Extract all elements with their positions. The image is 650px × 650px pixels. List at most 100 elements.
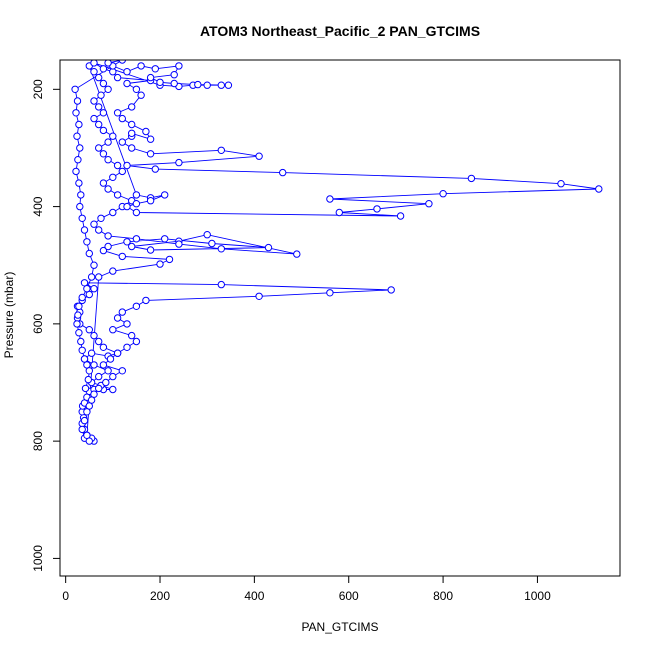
data-point <box>76 144 84 152</box>
data-point <box>87 273 96 281</box>
chart-title: ATOM3 Northeast_Pacific_2 PAN_GTCIMS <box>200 23 480 39</box>
data-point <box>113 109 122 117</box>
data-point <box>104 138 112 146</box>
x-tick-label: 800 <box>433 589 453 603</box>
data-point <box>137 91 145 99</box>
data-point <box>217 280 226 289</box>
data-point <box>203 231 211 239</box>
data-point <box>109 267 117 275</box>
data-point <box>128 144 136 152</box>
data-point <box>75 302 83 310</box>
data-point <box>95 273 103 281</box>
data-point <box>80 226 89 234</box>
data-point <box>85 367 94 375</box>
data-point <box>72 109 80 117</box>
data-point <box>595 185 603 193</box>
data-point <box>109 385 117 394</box>
y-tick-label: 400 <box>31 196 45 216</box>
data-point <box>146 135 155 143</box>
data-point <box>161 235 169 243</box>
data-point <box>123 68 131 76</box>
x-tick-label: 1000 <box>524 589 551 603</box>
data-point <box>467 174 476 183</box>
data-point <box>217 146 226 155</box>
x-tick-label: 400 <box>244 589 264 603</box>
data-point <box>557 180 565 188</box>
data-point <box>425 200 433 208</box>
series-line <box>74 60 599 443</box>
data-point <box>95 103 103 111</box>
data-point <box>85 326 94 334</box>
data-point <box>78 293 86 302</box>
data-point <box>118 114 127 123</box>
y-axis-label: Pressure (mbar) <box>2 272 16 359</box>
data-layer <box>71 60 603 445</box>
data-point <box>87 349 96 357</box>
data-point <box>132 337 141 346</box>
data-point <box>293 250 301 258</box>
data-point <box>90 361 98 369</box>
data-point <box>109 132 117 140</box>
data-point <box>146 73 155 82</box>
data-point <box>95 73 103 82</box>
data-point <box>123 161 131 170</box>
data-point <box>170 71 178 79</box>
data-point <box>99 150 108 158</box>
data-point <box>104 232 112 240</box>
data-point <box>99 361 108 369</box>
data-point <box>175 62 183 70</box>
data-point <box>99 343 108 351</box>
data-point <box>83 238 91 246</box>
data-point <box>175 240 183 248</box>
data-point <box>132 235 141 243</box>
data-point <box>104 85 112 94</box>
data-point <box>97 91 105 99</box>
data-point <box>90 114 98 123</box>
data-point <box>156 260 164 268</box>
data-point <box>161 191 169 199</box>
data-point <box>175 158 183 167</box>
x-tick-label: 600 <box>339 589 359 603</box>
data-point <box>373 205 381 213</box>
data-point <box>142 127 150 136</box>
data-point <box>326 289 334 297</box>
data-point <box>128 129 136 138</box>
data-point <box>113 191 122 199</box>
data-point <box>77 191 85 199</box>
data-point <box>142 296 150 305</box>
data-point <box>71 85 79 94</box>
data-point <box>146 246 155 254</box>
data-point <box>109 326 117 334</box>
data-point <box>104 242 112 251</box>
data-point <box>255 152 263 160</box>
data-point <box>85 249 94 258</box>
data-point <box>170 79 178 88</box>
data-point <box>95 337 103 346</box>
data-point <box>439 190 447 198</box>
data-point <box>123 79 131 88</box>
data-point <box>75 120 83 129</box>
data-point <box>90 68 98 76</box>
data-point <box>95 384 103 393</box>
data-point <box>128 331 136 340</box>
data-point <box>335 208 343 217</box>
data-point <box>132 200 141 208</box>
data-point <box>118 167 127 176</box>
data-point <box>95 120 103 129</box>
data-point <box>123 320 131 328</box>
y-tick-label: 200 <box>31 79 45 99</box>
data-point <box>106 355 115 363</box>
data-point <box>279 168 287 177</box>
data-point <box>74 311 82 319</box>
data-point <box>109 173 117 182</box>
data-point <box>73 132 81 140</box>
data-point <box>104 156 112 164</box>
y-tick-label: 1000 <box>31 545 45 572</box>
data-point <box>264 243 273 252</box>
data-point <box>75 179 83 187</box>
data-point <box>203 81 211 89</box>
data-point <box>74 156 82 164</box>
data-point <box>95 144 103 152</box>
data-point <box>113 314 122 322</box>
